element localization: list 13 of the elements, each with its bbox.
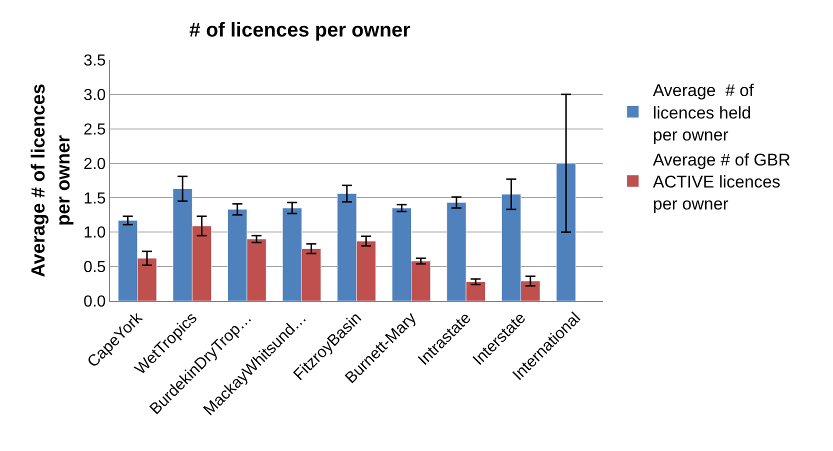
y-tick-label: 2.5 xyxy=(84,121,106,138)
y-tick-label: 0.0 xyxy=(84,294,106,311)
y-tick-label: 0.5 xyxy=(84,259,106,276)
y-tick-label: 1.5 xyxy=(84,190,106,208)
y-axis-title: Average # of licences per owner xyxy=(28,84,74,278)
legend-label: Average # of licences held per owner xyxy=(652,81,754,144)
bar xyxy=(556,163,576,301)
y-tick-label: 3.5 xyxy=(84,52,106,70)
y-tick-label: 2.0 xyxy=(84,156,106,173)
legend-label: Average # of GBR ACTIVE licences per owner xyxy=(652,150,791,214)
y-tick-label: 1.0 xyxy=(84,224,106,242)
chart-title: # of licences per owner xyxy=(189,20,411,42)
y-tick-label: 3.0 xyxy=(84,87,106,104)
